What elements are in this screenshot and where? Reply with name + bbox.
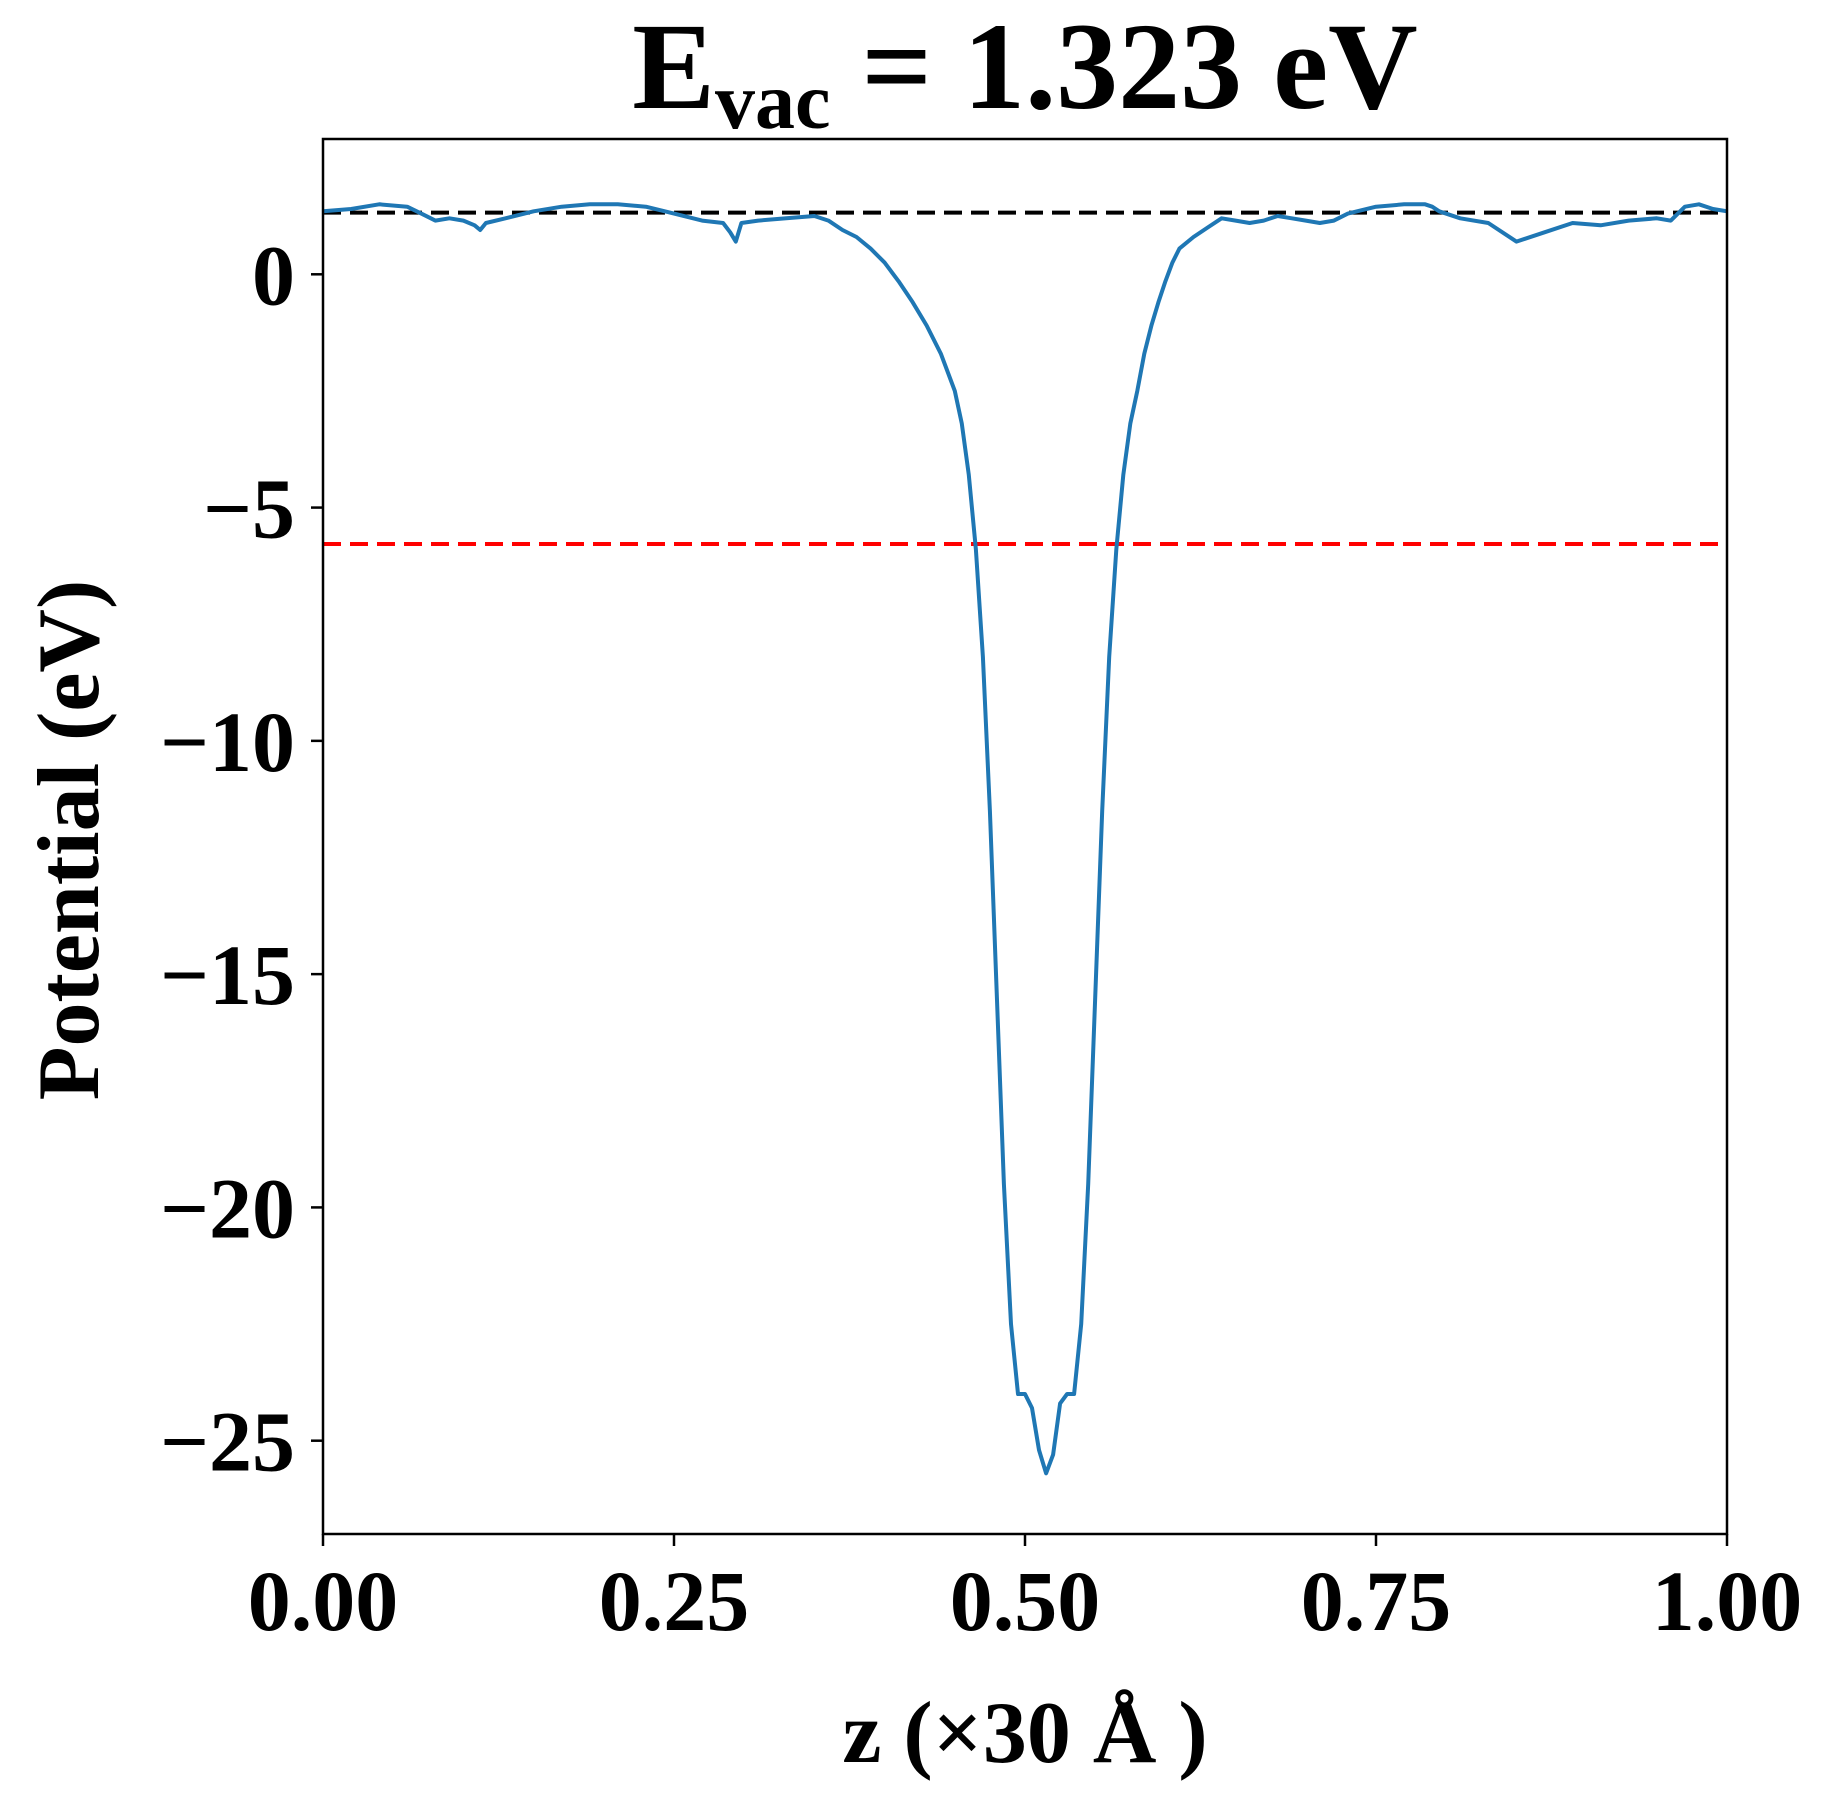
series-line-1 [323, 202, 1727, 1476]
series-group [323, 202, 1727, 1476]
y-tick-label: −10 [160, 694, 295, 790]
y-tick-label: −20 [160, 1160, 295, 1256]
title-main: E [632, 0, 715, 135]
x-tick-label: 0.25 [599, 1553, 750, 1649]
x-axis-ticks: 0.00 0.25 0.50 0.75 1.00 [248, 1534, 1803, 1649]
reference-lines [323, 210, 1727, 546]
title-rest: = 1.323 eV [830, 0, 1417, 135]
y-tick-label: −15 [160, 927, 295, 1023]
title-subscript: vac [715, 58, 831, 146]
y-axis-ticks: 0 −5 −10 −15 −20 −25 [160, 227, 323, 1490]
y-tick-label: −5 [203, 461, 295, 557]
x-tick-label: 0.50 [950, 1553, 1101, 1649]
x-tick-label: 1.00 [1652, 1553, 1803, 1649]
y-tick-label: 0 [252, 227, 295, 323]
plot-frame [321, 137, 1729, 1536]
y-axis-label: Potential (eV) [21, 580, 118, 1100]
x-tick-label: 0.75 [1301, 1553, 1452, 1649]
x-tick-label: 0.00 [248, 1553, 399, 1649]
chart-title: Evac = 1.323 eV [632, 0, 1417, 146]
x-axis-label: z (×30 Å ) [842, 1685, 1207, 1782]
y-tick-label: −25 [160, 1394, 295, 1490]
